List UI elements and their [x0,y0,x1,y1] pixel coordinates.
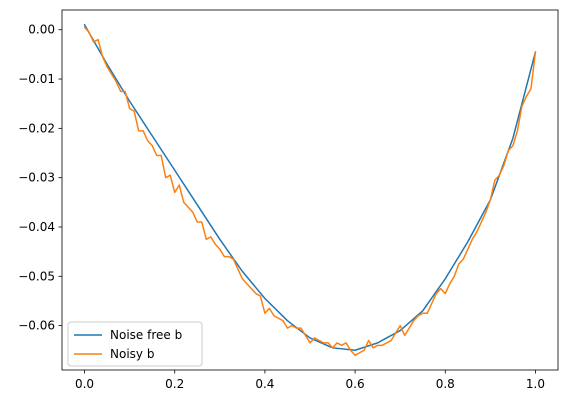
legend-box [67,321,203,367]
plot-background [62,10,558,370]
legend: Noise free b Noisy b [67,321,203,367]
x-tick-label: 0.8 [436,377,455,391]
y-tick-label: −0.06 [18,319,55,333]
plot-frame [61,9,559,371]
y-tick-label: −0.04 [18,220,55,234]
y-tick-label: −0.03 [18,171,55,185]
legend-label-noisy: Noisy b [110,347,154,361]
x-tick-label: 0.0 [75,377,94,391]
y-axis: 0.00 −0.01 −0.02 −0.03 −0.04 −0.05 −0.06 [18,23,62,333]
y-tick-label: −0.02 [18,121,55,135]
legend-label-noise-free: Noise free b [110,328,182,342]
y-tick-label: −0.01 [18,72,55,86]
series-layer [83,24,537,356]
y-tick-label: −0.05 [18,269,55,283]
x-tick-label: 0.2 [165,377,184,391]
series-line-noisy-b [83,26,537,356]
x-tick-label: 0.6 [346,377,365,391]
y-tick-label: 0.00 [28,23,55,37]
x-tick-label: 1.0 [526,377,545,391]
x-axis: 0.0 0.2 0.4 0.6 0.8 1.0 [75,370,545,391]
x-tick-label: 0.4 [255,377,274,391]
series-line-noise-free-b [83,24,537,352]
